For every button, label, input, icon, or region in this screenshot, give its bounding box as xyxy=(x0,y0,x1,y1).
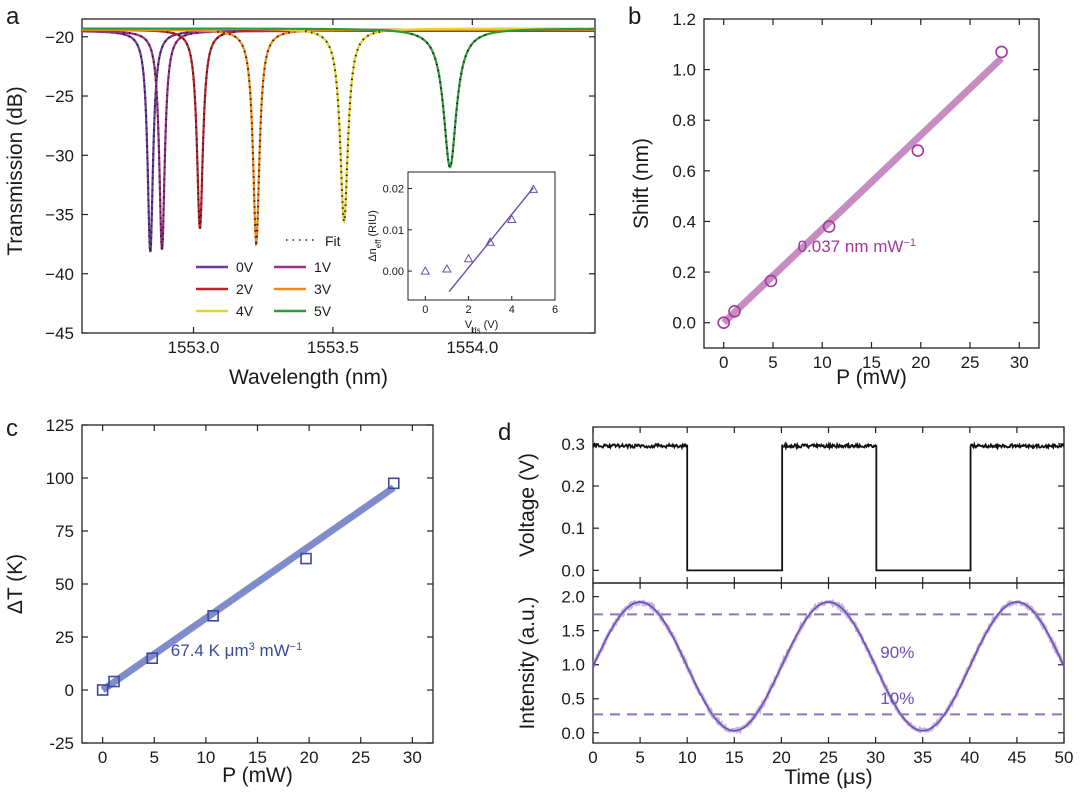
y-tick-label: 0.2 xyxy=(561,477,585,496)
x-tick-label: 30 xyxy=(866,748,885,767)
legend-label-0V: 0V xyxy=(236,259,254,275)
y-tick-label: 0.6 xyxy=(672,162,696,181)
y-tick-label: 2.0 xyxy=(561,588,585,607)
legend-label-1V: 1V xyxy=(314,259,332,275)
y-axis-label: ΔT (K) xyxy=(4,554,27,614)
x-tick-label: 20 xyxy=(772,748,791,767)
x-tick-label: 20 xyxy=(300,748,319,767)
x-tick-label: 5 xyxy=(635,748,644,767)
x-tick-label: 10 xyxy=(196,748,215,767)
x-tick-label: 25 xyxy=(351,748,370,767)
y-tick-label: 1.2 xyxy=(672,10,696,29)
inset-xlabel-unit: (V) xyxy=(481,319,499,331)
x-tick-label: 15 xyxy=(725,748,744,767)
inset-y-tick-label: 0.00 xyxy=(383,266,404,278)
panel-label-a: a xyxy=(6,3,20,30)
x-tick-label: 30 xyxy=(403,748,422,767)
y-tick-label: 0.0 xyxy=(672,314,696,333)
y-tick-label: 0.2 xyxy=(672,263,696,282)
x-axis-label: P (mW) xyxy=(836,366,907,389)
x-axis-label: P (mW) xyxy=(222,764,293,787)
y-tick-label: 1.0 xyxy=(561,656,585,675)
inset-x-tick-label: 0 xyxy=(422,304,428,316)
inset-ylabel-main: Δn xyxy=(367,248,379,261)
fit-annotation: 67.4 K μm3 mW−1 xyxy=(171,641,302,660)
x-tick-label: 35 xyxy=(913,748,932,767)
x-tick-label: 10 xyxy=(678,748,697,767)
inset-x-tick-label: 6 xyxy=(552,304,558,316)
y-tick-label: −20 xyxy=(45,28,74,47)
inset-x-tick-label: 2 xyxy=(465,304,471,316)
x-tick-label: 25 xyxy=(961,353,980,372)
level-90-label: 90% xyxy=(880,643,914,662)
x-tick-label: 0 xyxy=(98,748,107,767)
x-tick-label: 1554.0 xyxy=(446,338,498,357)
y-tick-label: 100 xyxy=(46,469,74,488)
inset-y-tick-label: 0.01 xyxy=(383,225,404,237)
y-tick-label: 0.0 xyxy=(561,561,585,580)
annotation-text: 0.037 nm mW xyxy=(798,237,904,256)
y-tick-label: 0.4 xyxy=(672,212,696,231)
y-tick-label: 1.5 xyxy=(561,622,585,641)
y-tick-label: −45 xyxy=(45,324,74,343)
annotation-text2: mW xyxy=(255,641,290,660)
x-tick-label: 20 xyxy=(911,353,930,372)
y-tick-label: 0.1 xyxy=(561,519,585,538)
panel-label-b: b xyxy=(628,3,641,30)
panel-label-c: c xyxy=(6,415,18,442)
inset-ylabel-unit: (RIU) xyxy=(367,210,379,239)
y-tick-label: 0 xyxy=(65,681,74,700)
inset-x-tick-label: 4 xyxy=(509,304,515,316)
y-tick-label: 0.0 xyxy=(561,724,585,743)
figure-background xyxy=(0,0,1080,799)
y-tick-label: 0.3 xyxy=(561,435,585,454)
inset-frame xyxy=(408,172,555,300)
y-tick-label: −35 xyxy=(45,206,74,225)
panel-label-d: d xyxy=(498,419,511,446)
annotation-text: 67.4 K μm xyxy=(171,641,249,660)
x-tick-label: 5 xyxy=(768,353,777,372)
x-tick-label: 1553.5 xyxy=(307,338,359,357)
x-tick-label: 0 xyxy=(588,748,597,767)
y-tick-label: 75 xyxy=(55,522,74,541)
level-10-label: 10% xyxy=(880,689,914,708)
x-tick-label: 10 xyxy=(813,353,832,372)
x-tick-label: 30 xyxy=(1010,353,1029,372)
legend-label-5V: 5V xyxy=(314,303,332,319)
legend-fit-label: Fit xyxy=(325,233,341,249)
bottom-y-axis-label: Intensity (a.u.) xyxy=(516,596,539,729)
legend-label-4V: 4V xyxy=(236,303,254,319)
x-tick-label: 1553.0 xyxy=(168,338,220,357)
y-tick-label: 1.0 xyxy=(672,61,696,80)
y-tick-label: 50 xyxy=(55,575,74,594)
inset-y-tick-label: 0.02 xyxy=(383,184,404,196)
figure: a b c d 1553.0 1553.5 1554.0 −45 −40 −35 −30 −2… xyxy=(0,0,1080,799)
y-tick-label: 0.8 xyxy=(672,111,696,130)
annotation-sup2: −1 xyxy=(290,641,303,653)
y-tick-label: −25 xyxy=(45,87,74,106)
y-axis-label: Transmission (dB) xyxy=(4,86,27,256)
top-y-axis-label: Voltage (V) xyxy=(516,453,539,557)
x-tick-label: 50 xyxy=(1055,748,1074,767)
x-tick-label: 45 xyxy=(1007,748,1026,767)
x-tick-label: 5 xyxy=(150,748,159,767)
x-tick-label: 40 xyxy=(960,748,979,767)
legend-label-3V: 3V xyxy=(314,281,332,297)
x-tick-label: 0 xyxy=(719,353,728,372)
fit-annotation: 0.037 nm mW−1 xyxy=(798,237,916,256)
y-tick-label: 25 xyxy=(55,628,74,647)
annotation-sup: −1 xyxy=(903,237,916,249)
x-axis-label: Time (μs) xyxy=(784,766,872,789)
x-tick-label: 25 xyxy=(819,748,838,767)
y-tick-label: −30 xyxy=(45,146,74,165)
y-tick-label: −40 xyxy=(45,265,74,284)
y-tick-label: -25 xyxy=(49,734,74,753)
legend-label-2V: 2V xyxy=(236,281,254,297)
y-tick-label: 125 xyxy=(46,416,74,435)
y-axis-label: Shift (nm) xyxy=(630,138,653,229)
x-axis-label: Wavelength (nm) xyxy=(229,366,388,389)
y-tick-label: 0.5 xyxy=(561,690,585,709)
inset-xlabel-sub: ds xyxy=(472,326,480,335)
